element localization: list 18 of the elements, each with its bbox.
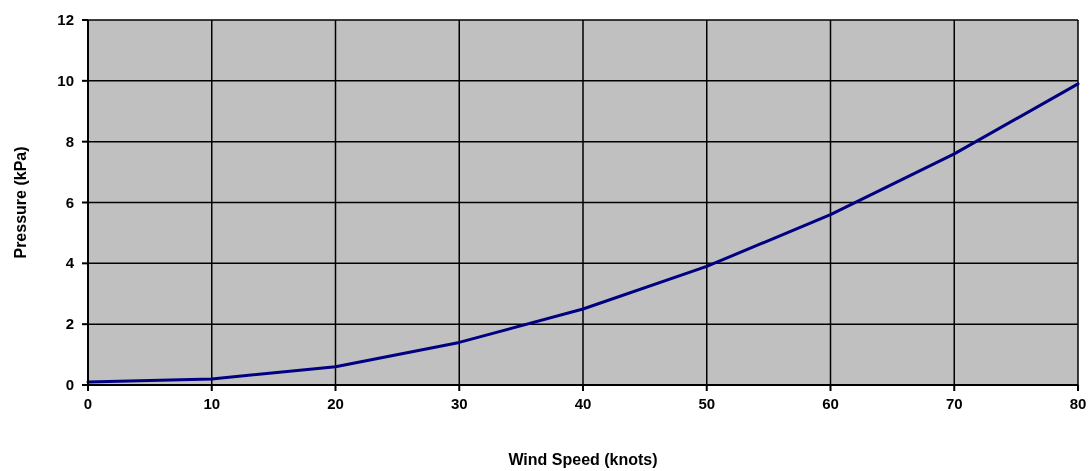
y-tick-label: 6	[65, 193, 74, 211]
y-tick-label: 10	[57, 71, 74, 89]
x-tick-label: 10	[203, 395, 221, 412]
x-axis-title: Wind Speed (knots)	[508, 451, 658, 468]
y-tick-label: 12	[57, 11, 74, 28]
x-tick-label: 30	[450, 395, 468, 412]
x-tick-label: 80	[1069, 395, 1087, 412]
x-tick-label: 60	[822, 395, 839, 412]
x-tick-label: 70	[945, 395, 963, 412]
y-tick-label: 4	[65, 254, 75, 272]
y-tick-label: 8	[65, 132, 74, 150]
x-tick-label: 0	[83, 395, 93, 412]
x-tick-label: 20	[327, 395, 344, 412]
x-tick-label: 50	[698, 395, 716, 412]
x-tick-label: 40	[574, 395, 592, 412]
y-tick-label: 0	[65, 376, 74, 393]
y-axis-title: Pressure (kPa)	[12, 146, 29, 259]
y-tick-label: 2	[65, 315, 74, 333]
